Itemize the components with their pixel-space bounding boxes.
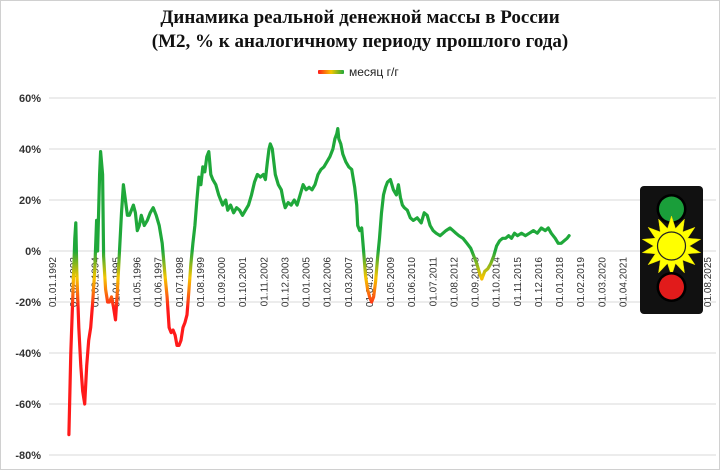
- x-tick-label: 01.09.2000: [217, 257, 228, 307]
- x-tick-label: 01.10.2001: [238, 257, 249, 307]
- x-tick-label-group: 01.11.2002: [259, 257, 270, 307]
- x-tick-label: 01.05.2009: [386, 257, 397, 307]
- x-tick-label-group: 01.08.1999: [196, 257, 207, 307]
- x-tick-label-group: 01.11.2015: [513, 257, 524, 307]
- y-tick-label: 60%: [19, 93, 41, 105]
- x-axis-tick-labels: 01.01.1992 01.02.1993 01.03.1994 01.04.1995…: [48, 257, 714, 307]
- y-tick-label: -60%: [15, 399, 41, 411]
- series-group: [67, 127, 571, 437]
- grid-lines: [49, 97, 716, 456]
- y-axis-tick-labels: 60% 40% 20% 0% -20% -40% -60% -80%: [15, 93, 41, 462]
- lamp-green: [659, 196, 684, 222]
- x-tick-label-group: 01.12.2016: [534, 257, 545, 307]
- x-tick-label-group: 01.05.2009: [386, 257, 397, 307]
- x-tick-label-group: 01.07.2011: [428, 257, 439, 307]
- x-tick-label: 01.08.1999: [196, 257, 207, 307]
- x-tick-label: 01.07.2011: [428, 257, 439, 307]
- x-tick-label-group: 01.12.2003: [280, 257, 291, 307]
- x-tick-label-group: 01.01.2018: [555, 257, 566, 307]
- y-tick-label: -80%: [15, 450, 41, 462]
- x-tick-label-group: 01.08.2025: [703, 257, 714, 307]
- x-tick-label: 01.06.1997: [154, 257, 165, 307]
- x-tick-label: 01.01.2018: [555, 257, 566, 307]
- legend-swatch: [318, 70, 344, 74]
- x-tick-label-group: 01.01.2005: [302, 257, 313, 307]
- x-tick-label-group: 01.07.1998: [175, 257, 186, 307]
- x-tick-label: 01.08.2025: [703, 257, 714, 307]
- x-tick-label: 01.03.1994: [90, 257, 101, 307]
- x-tick-label-group: 01.04.2008: [365, 257, 376, 307]
- x-tick-label: 01.05.1996: [133, 257, 144, 307]
- x-tick-label-group: 01.08.2012: [449, 257, 460, 307]
- series-line: [67, 127, 571, 437]
- traffic-light-icon: [640, 186, 703, 314]
- y-tick-label: 0%: [25, 246, 41, 258]
- lamp-yellow: [656, 231, 687, 261]
- x-tick-label-group: 01.10.2014: [492, 257, 503, 307]
- y-tick-label: -20%: [15, 297, 41, 309]
- x-tick-label: 01.02.2006: [323, 257, 334, 307]
- x-tick-label: 01.11.2015: [513, 257, 524, 307]
- x-tick-label-group: 01.03.2020: [597, 257, 608, 307]
- y-tick-label: 40%: [19, 144, 41, 156]
- chart-title-line1: Динамика реальной денежной массы в Росси…: [160, 7, 560, 28]
- y-tick-label: 20%: [19, 195, 41, 207]
- x-tick-label-group: 01.06.2010: [407, 257, 418, 307]
- chart-title: Динамика реальной денежной массы в Росси…: [0, 6, 720, 54]
- x-tick-label: 01.03.2020: [597, 257, 608, 307]
- x-tick-label: 01.01.1992: [48, 257, 59, 307]
- x-tick-label: 01.07.1998: [175, 257, 186, 307]
- lamp-red: [659, 274, 684, 300]
- y-tick-label: -40%: [15, 348, 41, 360]
- x-tick-label-group: 01.09.2000: [217, 257, 228, 307]
- x-tick-label-group: 01.01.1992: [48, 257, 59, 307]
- x-tick-label: 01.12.2016: [534, 257, 545, 307]
- x-tick-label: 01.08.2012: [449, 257, 460, 307]
- chart-legend: месяц г/г: [318, 64, 399, 80]
- x-tick-label: 01.03.2007: [344, 257, 355, 307]
- x-tick-label-group: 01.05.1996: [133, 257, 144, 307]
- x-tick-label: 01.01.2005: [302, 257, 313, 307]
- x-tick-label: 01.04.2021: [618, 257, 629, 307]
- legend-label: месяц г/г: [349, 65, 399, 79]
- x-tick-label-group: 01.04.2021: [618, 257, 629, 307]
- chart-title-line2: (М2, % к аналогичному периоду прошлого г…: [151, 31, 569, 52]
- x-tick-label: 01.11.2002: [259, 257, 270, 307]
- x-tick-label-group: 01.06.1997: [154, 257, 165, 307]
- x-tick-label: 01.09.2013: [471, 257, 482, 307]
- x-tick-label-group: 01.03.1994: [90, 257, 101, 307]
- x-tick-label: 01.12.2003: [280, 257, 291, 307]
- x-tick-label: 01.04.2008: [365, 257, 376, 307]
- x-tick-label-group: 01.02.2019: [576, 257, 587, 307]
- x-tick-label-group: 01.10.2001: [238, 257, 249, 307]
- x-tick-label: 01.10.2014: [492, 257, 503, 307]
- x-tick-label-group: 01.02.2006: [323, 257, 334, 307]
- x-tick-label-group: 01.03.2007: [344, 257, 355, 307]
- x-tick-label: 01.06.2010: [407, 257, 418, 307]
- x-tick-label-group: 01.09.2013: [471, 257, 482, 307]
- x-tick-label: 01.02.2019: [576, 257, 587, 307]
